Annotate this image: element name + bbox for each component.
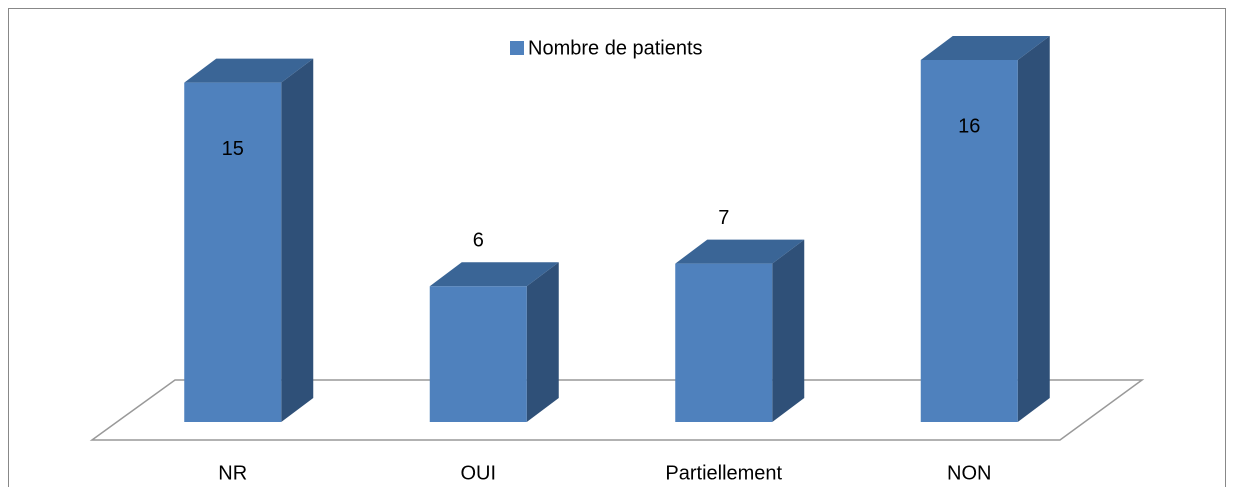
x-tick-label: NON [947, 462, 991, 484]
data-label: 15 [222, 138, 244, 160]
bar-side [281, 58, 314, 422]
bar-side [526, 262, 559, 422]
bar [429, 286, 527, 422]
data-label: 16 [958, 115, 980, 137]
bar [675, 263, 773, 422]
data-label: 6 [473, 230, 484, 252]
bar-top [675, 239, 805, 264]
x-tick-label: Partiellement [665, 462, 782, 484]
legend-swatch [510, 41, 524, 55]
x-tick-label: OUI [460, 462, 496, 484]
bar [920, 60, 1018, 422]
bar-top [429, 262, 559, 287]
bar-side [1017, 36, 1050, 422]
floor [89, 379, 1145, 441]
bar-top [920, 36, 1050, 60]
legend-label: Nombre de patients [528, 37, 703, 59]
bar [184, 82, 282, 422]
x-tick-label: NR [218, 462, 247, 484]
bar-side [772, 239, 805, 422]
bar-top [184, 58, 314, 83]
data-label: 7 [718, 207, 729, 229]
